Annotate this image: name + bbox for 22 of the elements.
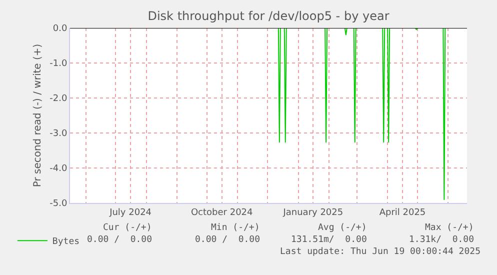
y-tick-label: -3.0 — [50, 129, 68, 140]
x-tick-label: April 2025 — [379, 208, 426, 218]
text: 131.51m/ 0.00 — [291, 235, 367, 245]
text: Max (-/+) — [425, 223, 474, 233]
text: Last update: Thu Jun 19 00:00:44 2025 — [280, 247, 480, 257]
y-tick-label: -2.0 — [50, 94, 68, 104]
text: 0.00 / 0.00 — [87, 235, 152, 245]
text: 0.00 / 0.00 — [195, 235, 260, 245]
text: Cur (-/+) — [103, 223, 152, 233]
text: Min (-/+) — [211, 223, 260, 233]
x-tick-label: July 2024 — [108, 208, 152, 218]
text: 1.31k/ 0.00 — [409, 235, 474, 245]
text: Avg (-/+) — [318, 223, 367, 233]
legend-label: Bytes — [52, 237, 80, 248]
y-tick-label: -5.0 — [50, 199, 68, 210]
x-tick-label: January 2025 — [282, 208, 344, 218]
chart-title: Disk throughput for /dev/loop5 - by year — [148, 9, 390, 24]
y-axis-title: Pr second read (-) / write (+) — [32, 44, 44, 188]
x-tick-label: October 2024 — [190, 208, 254, 218]
y-tick-label: 0.0 — [52, 24, 68, 34]
y-tick-label: -1.0 — [50, 59, 68, 70]
y-tick-label: -4.0 — [50, 164, 68, 174]
